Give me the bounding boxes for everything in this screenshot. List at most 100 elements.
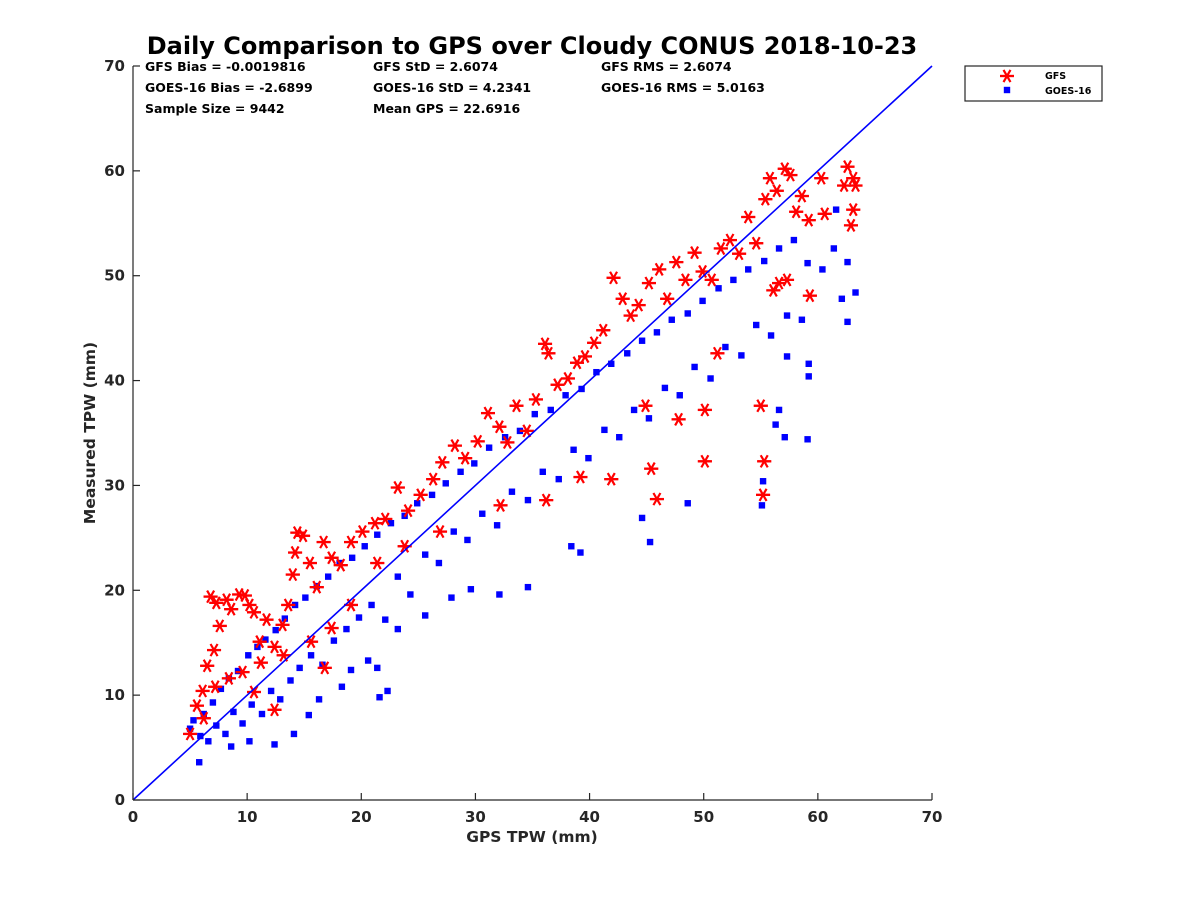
data-point-gfs xyxy=(722,233,737,247)
data-point-goes-16 xyxy=(804,259,811,267)
y-tick-label: 60 xyxy=(104,162,125,180)
y-tick-label: 40 xyxy=(104,372,125,390)
data-point-gfs xyxy=(275,618,290,632)
data-point-gfs xyxy=(687,246,702,260)
data-point-gfs xyxy=(678,273,693,287)
data-point-goes-16 xyxy=(616,433,623,441)
statistics-block: GFS Bias = -0.0019816 GFS StD = 2.6074 G… xyxy=(145,59,765,116)
data-point-goes-16 xyxy=(246,738,253,745)
data-point-gfs xyxy=(378,512,393,526)
data-point-goes-16 xyxy=(715,285,722,292)
data-point-gfs xyxy=(697,403,712,417)
data-point-gfs xyxy=(573,470,588,484)
data-point-goes-16 xyxy=(485,444,493,451)
data-point-goes-16 xyxy=(775,406,783,414)
data-point-gfs xyxy=(285,567,300,582)
data-point-goes-16 xyxy=(805,360,812,367)
data-point-goes-16 xyxy=(568,543,575,550)
stat-gfs-rms: GFS RMS = 2.6074 xyxy=(601,59,732,74)
stat-sample-size: Sample Size = 9442 xyxy=(145,101,285,116)
data-point-gfs xyxy=(433,524,448,539)
y-ticks: 0 10 20 30 40 50 60 70 xyxy=(104,57,140,809)
data-point-gfs xyxy=(766,283,781,298)
data-point-gfs xyxy=(615,292,630,306)
data-point-goes-16 xyxy=(758,502,766,509)
legend-box xyxy=(964,65,1103,102)
data-point-goes-16 xyxy=(524,496,532,504)
data-point-goes-16 xyxy=(646,538,654,546)
data-point-goes-16 xyxy=(281,615,289,622)
axes xyxy=(132,66,932,801)
data-point-gfs xyxy=(447,438,462,453)
data-point-gfs xyxy=(789,205,804,219)
data-point-gfs xyxy=(203,589,218,604)
data-point-goes-16 xyxy=(376,694,383,701)
data-point-goes-16 xyxy=(844,318,851,326)
data-point-goes-16 xyxy=(493,522,501,529)
data-point-gfs xyxy=(846,203,861,217)
chart-title: Daily Comparison to GPS over Cloudy CONU… xyxy=(147,32,918,60)
legend-asterisk-icon xyxy=(1000,69,1014,83)
data-point-goes-16 xyxy=(296,664,303,672)
data-point-goes-16 xyxy=(457,468,464,475)
data-point-gfs xyxy=(302,556,317,570)
data-point-goes-16 xyxy=(186,725,194,732)
y-tick-label: 0 xyxy=(115,791,125,809)
data-point-gfs xyxy=(710,346,725,360)
data-point-gfs xyxy=(560,371,575,386)
data-point-goes-16 xyxy=(209,699,217,706)
data-point-gfs xyxy=(209,596,224,610)
y-tick-label: 70 xyxy=(104,57,125,75)
y-tick-label: 10 xyxy=(104,686,125,704)
data-point-goes-16 xyxy=(624,350,631,357)
data-point-gfs xyxy=(200,659,215,673)
data-point-goes-16 xyxy=(767,332,775,339)
data-point-goes-16 xyxy=(531,410,538,418)
data-point-goes-16 xyxy=(374,664,381,672)
data-point-goes-16 xyxy=(684,500,691,507)
legend-marker-gfs xyxy=(1000,69,1014,83)
one-to-one-line xyxy=(132,65,933,801)
data-point-gfs xyxy=(426,472,441,486)
data-point-gfs xyxy=(578,349,593,364)
data-point-gfs xyxy=(669,255,684,269)
data-point-gfs xyxy=(195,684,210,698)
data-point-goes-16 xyxy=(684,310,691,317)
x-tick-label: 50 xyxy=(693,808,714,826)
data-point-goes-16 xyxy=(217,685,225,693)
data-point-gfs xyxy=(316,535,331,549)
data-point-goes-16 xyxy=(302,594,309,601)
data-point-gfs xyxy=(267,703,282,717)
data-point-gfs xyxy=(631,298,646,312)
data-point-goes-16 xyxy=(707,375,714,382)
data-point-goes-16 xyxy=(547,406,554,414)
data-point-goes-16 xyxy=(450,528,457,535)
data-point-goes-16 xyxy=(562,392,569,399)
data-point-gfs xyxy=(541,346,556,360)
data-point-goes-16 xyxy=(738,352,745,359)
data-point-gfs xyxy=(413,488,428,502)
data-point-gfs xyxy=(652,262,667,277)
data-point-goes-16 xyxy=(805,373,812,380)
data-point-gfs xyxy=(660,292,675,306)
data-point-goes-16 xyxy=(630,406,638,414)
data-point-gfs xyxy=(212,619,227,633)
data-point-goes-16 xyxy=(315,696,323,703)
stat-gfs-std: GFS StD = 2.6074 xyxy=(373,59,498,74)
data-point-gfs xyxy=(671,412,686,426)
data-point-goes-16 xyxy=(638,514,646,522)
data-point-gfs xyxy=(207,643,222,657)
data-point-gfs xyxy=(802,289,817,303)
data-point-goes-16 xyxy=(305,711,312,719)
data-point-gfs xyxy=(753,399,768,413)
data-point-gfs xyxy=(309,580,324,594)
data-point-goes-16 xyxy=(197,732,204,740)
data-point-gfs xyxy=(762,171,777,185)
data-point-gfs xyxy=(528,392,543,407)
data-point-gfs xyxy=(370,556,385,570)
data-point-goes-16 xyxy=(783,353,791,360)
data-point-gfs xyxy=(749,236,764,250)
data-point-gfs xyxy=(288,545,303,560)
data-point-gfs xyxy=(470,434,485,449)
